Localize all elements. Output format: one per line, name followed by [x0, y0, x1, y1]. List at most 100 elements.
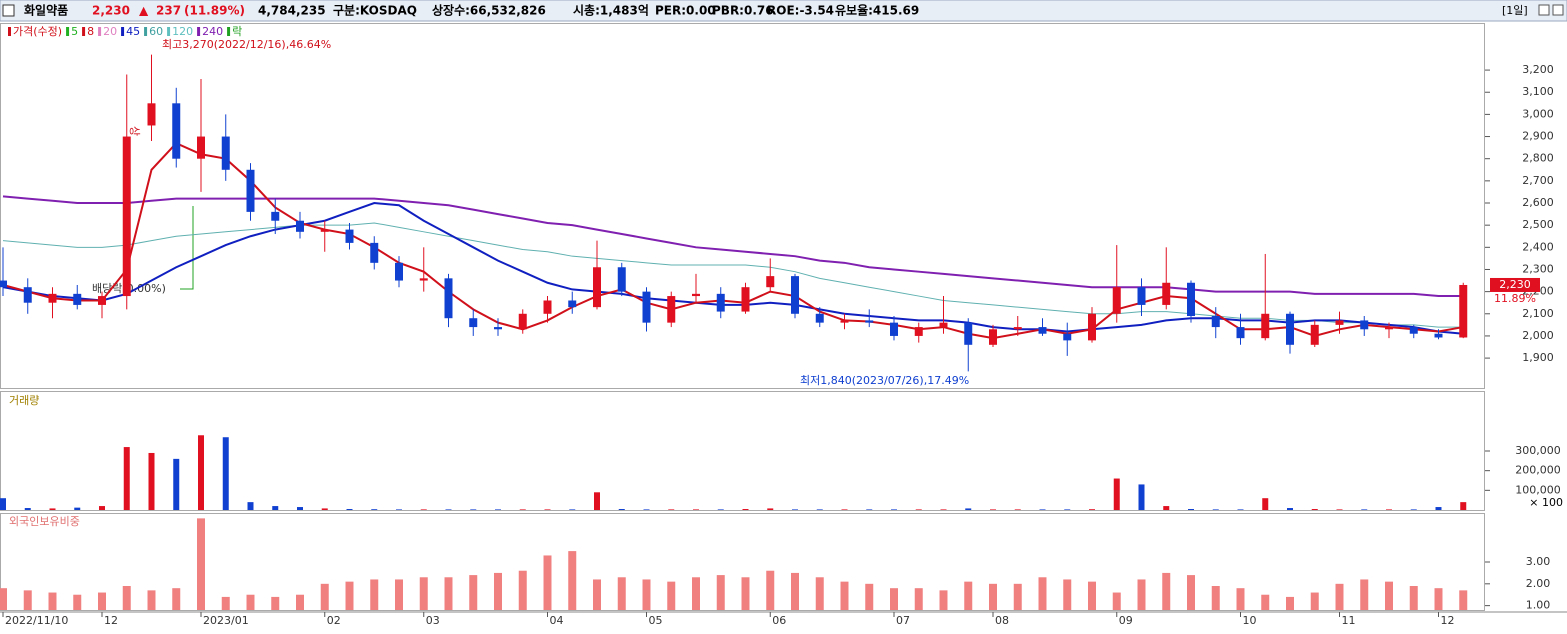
volume-bar [297, 507, 303, 510]
candle-body [543, 300, 552, 314]
foreign-bar [766, 570, 775, 610]
volume-bar [1163, 506, 1170, 510]
foreign-bar [1409, 586, 1418, 610]
foreign-bar [840, 581, 849, 610]
volume-bar [544, 509, 551, 510]
y-tick-label: 2,600 [1522, 196, 1554, 209]
candle-body [122, 136, 131, 297]
change: 237 [156, 4, 181, 18]
checkbox[interactable] [2, 4, 15, 17]
volume-bar [891, 509, 897, 510]
volume-bar [396, 509, 402, 510]
volume-bar [49, 508, 56, 510]
x-tick-label: 02 [327, 614, 341, 627]
foreign-bar [370, 579, 379, 610]
volume-bar [321, 508, 328, 510]
foreign-bar [593, 579, 601, 610]
foreign-bar [1335, 583, 1344, 610]
foreign-bar [1459, 590, 1468, 610]
foreign-bar [271, 596, 280, 610]
price-panel [0, 23, 1485, 389]
stock-name: 화일약품 [24, 3, 68, 18]
foreign-bar [939, 590, 948, 610]
y-tick-label: 2,300 [1522, 262, 1554, 275]
legend-swatch [227, 27, 231, 36]
candle-body [469, 318, 478, 328]
x-tick-label: 10 [1243, 614, 1257, 627]
candle-body [494, 327, 502, 330]
foreign-bar [815, 577, 824, 610]
volume-bar [24, 508, 31, 510]
foreign-bar [1310, 592, 1319, 610]
candle-body [221, 136, 230, 170]
foreign-bar [667, 581, 676, 610]
foreign-bar [73, 594, 82, 610]
volume-bar [198, 435, 204, 510]
y-tick-label: 2,900 [1522, 130, 1554, 143]
high-annotation: 최고3,270(2022/12/16),46.64% [162, 38, 331, 51]
y-tick-label: 2,800 [1522, 152, 1554, 165]
foreign-bar [147, 590, 156, 610]
candle-body [766, 276, 775, 288]
volume: 4,784,235 [258, 4, 326, 18]
y-tick-label: 1.00 [1526, 599, 1551, 612]
candle-body [890, 322, 898, 336]
volume-bar [569, 509, 576, 510]
period[interactable]: [1일] [1502, 3, 1528, 17]
pbr: PBR:0.76 [712, 4, 774, 18]
foreign-bar [692, 577, 700, 610]
volume-bar [1460, 502, 1467, 510]
volume-bar [816, 509, 823, 510]
x-tick-label: 07 [896, 614, 910, 627]
price-tag-label: 2,230 [1499, 278, 1531, 291]
y-tick-label: 2.00 [1526, 577, 1551, 590]
volume-bar [247, 502, 254, 510]
y-tick-label: 2,100 [1522, 307, 1554, 320]
low-annotation: 최저1,840(2023/07/26),17.49% [800, 374, 969, 387]
foreign-bar [964, 581, 973, 610]
candle-body [246, 169, 255, 212]
legend-label: 120 [172, 25, 193, 38]
foreign-bar [296, 594, 304, 610]
candle-body [271, 211, 280, 221]
volume-bar [1039, 509, 1046, 510]
roe: ROE:-3.54 [767, 4, 834, 18]
volume-bar [618, 509, 625, 510]
foreign-bar [1137, 579, 1146, 610]
foreign-bar [1063, 579, 1072, 610]
foreign-bar [914, 588, 923, 610]
volume-unit: × 100 [1529, 496, 1563, 509]
volume-bar [1336, 509, 1343, 510]
candle-body [1137, 287, 1146, 305]
candle-body [667, 296, 676, 323]
x-tick-label: 04 [550, 614, 564, 627]
max-btn[interactable] [1538, 4, 1550, 16]
cap: 시총:1,483억 [573, 3, 649, 18]
legend-label: 60 [149, 25, 163, 38]
volume-bar [668, 509, 675, 510]
y-tick-label: 3,200 [1522, 63, 1554, 76]
foreign-bar [48, 592, 57, 610]
foreign-bar [494, 572, 502, 610]
volume-bar [594, 492, 600, 510]
candle-body [1088, 313, 1096, 341]
candle-body [370, 242, 379, 263]
candle-body [617, 267, 626, 292]
foreign-bar [543, 555, 552, 610]
candle-body [197, 136, 205, 159]
volume-bar [123, 447, 130, 510]
y-tick-label: 2,500 [1522, 218, 1554, 231]
candle-body [48, 293, 57, 303]
foreign-bar [1013, 583, 1022, 610]
volume-bar [371, 509, 378, 510]
close-btn[interactable] [1552, 4, 1564, 16]
foreign-bar [1211, 586, 1220, 610]
price-tag-pct: 11.89% [1494, 292, 1536, 305]
foreign-bar [1112, 592, 1121, 610]
ma-line [2, 201, 1464, 335]
candle-body [1236, 327, 1245, 339]
candle-body [741, 287, 750, 312]
candle-body [320, 229, 329, 232]
legend-label: 8 [87, 25, 94, 38]
